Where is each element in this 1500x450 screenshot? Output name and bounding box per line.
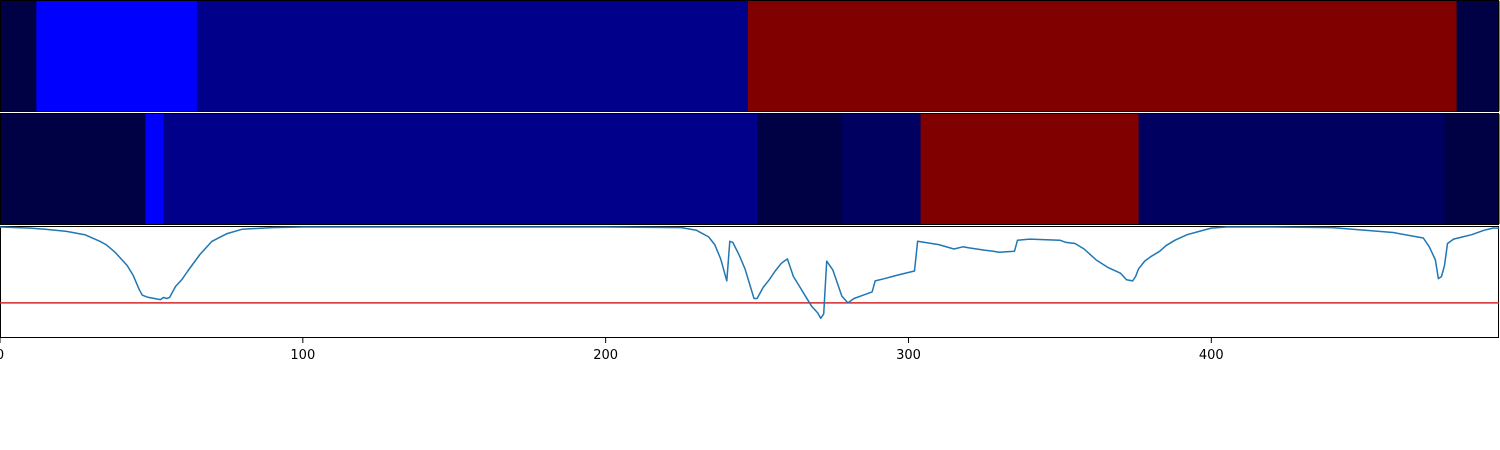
- line-panel: 0 100 200 300 400: [0, 226, 1499, 363]
- heatmap-panel-2: [0, 114, 1500, 224]
- x-axis: 0 100 200 300 400: [0, 338, 1224, 363]
- x-tick-label-100: 100: [290, 348, 315, 363]
- heatmap-panel-2-frame: [0, 113, 1499, 225]
- x-tick-label-0: 0: [0, 348, 4, 363]
- heatmap-1-segment-0: [0, 1, 37, 111]
- heatmap-1-segment-1: [36, 1, 198, 111]
- heatmap-2-segment-1: [145, 114, 165, 224]
- heatmap-panel-1-frame: [0, 0, 1499, 112]
- heatmap-2-segment-7: [1444, 114, 1500, 224]
- heatmap-1-segment-4: [1456, 1, 1500, 111]
- heatmap-2-segment-0: [0, 114, 146, 224]
- heatmap-1-segment-2: [196, 1, 749, 111]
- heatmap-panel-1: [0, 1, 1500, 111]
- x-tick-label-400: 400: [1199, 348, 1224, 363]
- heatmap-2-segment-5: [920, 114, 1140, 224]
- x-tick-label-300: 300: [896, 348, 921, 363]
- heatmap-2-segment-2: [163, 114, 758, 224]
- heatmap-2-segment-4: [841, 114, 922, 224]
- x-tick-label-200: 200: [593, 348, 618, 363]
- heatmap-1-segment-3: [747, 1, 1458, 111]
- series-line: [0, 226, 1499, 320]
- heatmap-2-segment-6: [1138, 114, 1445, 224]
- heatmap-2-segment-3: [757, 114, 843, 224]
